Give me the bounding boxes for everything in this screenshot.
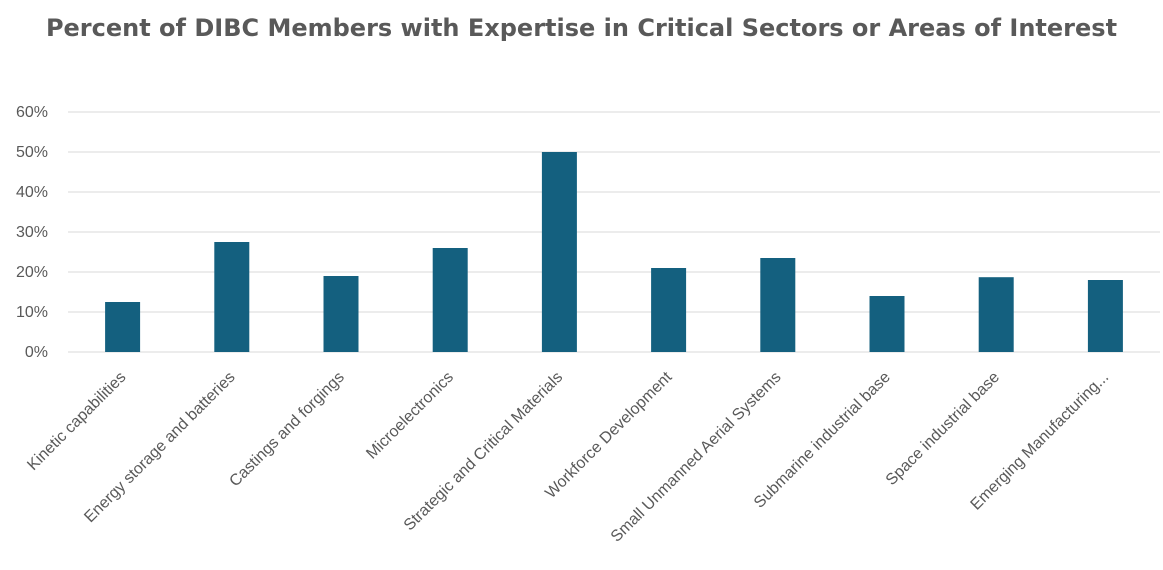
y-tick-label: 10% [16,304,48,321]
bar [105,302,141,352]
bar [1087,280,1123,352]
x-category-label: Small Unmanned Aerial Systems [608,369,785,546]
y-axis-ticks: 0% 10% 20% 30% 40% 50% 60% [16,104,48,361]
bar [651,268,687,352]
x-category-label: Kinetic capabilities [24,369,129,474]
x-category-label: Space industrial base [883,369,1003,489]
y-tick-label: 40% [16,184,48,201]
x-category-label: Castings and forgings [226,369,347,490]
bar [978,277,1014,352]
bars [105,152,1123,352]
y-tick-label: 0% [25,344,48,361]
bar [214,242,250,352]
x-category-label: Workforce Development [542,368,676,502]
y-tick-label: 30% [16,224,48,241]
bar [869,296,905,352]
bar [432,248,468,352]
y-tick-label: 60% [16,104,48,121]
x-category-label: Microelectronics [363,369,457,463]
bar [323,276,359,352]
bar [760,258,796,352]
gridlines [68,111,1160,353]
chart-title: Percent of DIBC Members with Expertise i… [45,14,1118,42]
bar [541,152,577,352]
y-tick-label: 20% [16,264,48,281]
y-tick-label: 50% [16,144,48,161]
